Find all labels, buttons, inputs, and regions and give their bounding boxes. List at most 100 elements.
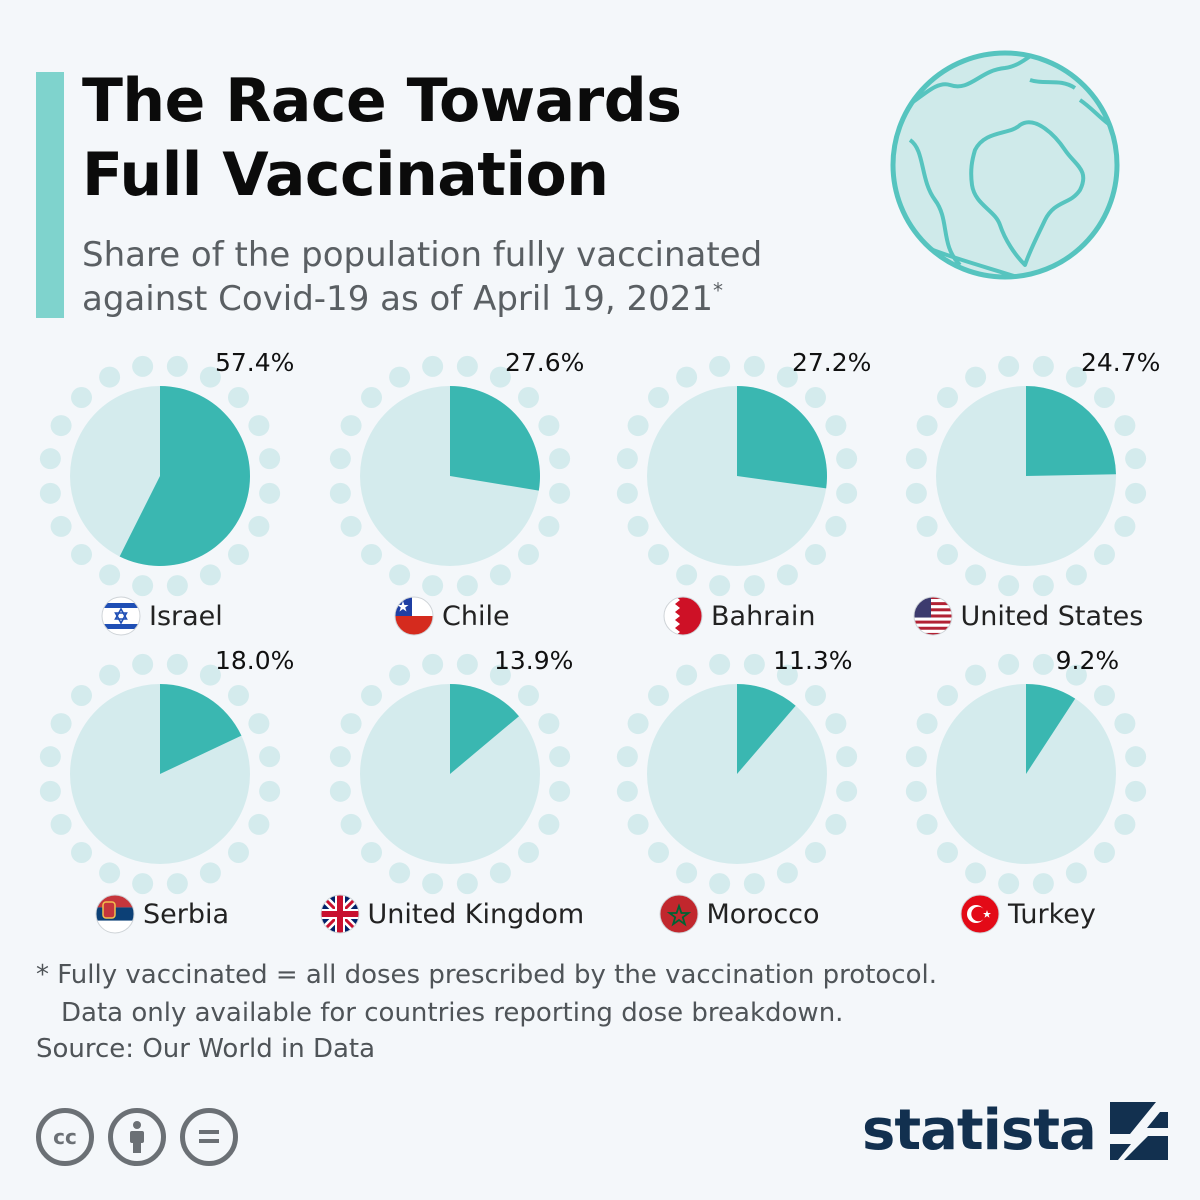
country-name-israel: Israel bbox=[149, 600, 223, 632]
virus-spike-dot bbox=[776, 664, 798, 686]
virus-spike-dot bbox=[836, 482, 858, 504]
pie-chart-united-kingdom bbox=[329, 653, 571, 895]
virus-spike-dot bbox=[743, 355, 765, 377]
cc-icon[interactable]: cc bbox=[36, 1108, 94, 1166]
virus-spike-dot bbox=[50, 713, 72, 735]
virus-spike-dot bbox=[227, 685, 249, 707]
virus-spike-dot bbox=[39, 780, 61, 802]
country-name-chile: Chile bbox=[442, 600, 510, 632]
virus-spike-dot bbox=[905, 448, 927, 470]
virus-spike-dot bbox=[905, 482, 927, 504]
attribution-icon[interactable] bbox=[108, 1108, 166, 1166]
virus-spike-dot bbox=[916, 813, 938, 835]
virus-spike-dot bbox=[456, 355, 478, 377]
pie-slice-united-states bbox=[1026, 386, 1116, 476]
virus-spike-dot bbox=[937, 685, 959, 707]
chart-subtitle: Share of the population fully vaccinated… bbox=[82, 233, 842, 321]
virus-spike-dot bbox=[166, 873, 188, 895]
value-label-bahrain: 27.2% bbox=[792, 348, 872, 377]
virus-spike-dot bbox=[1065, 564, 1087, 586]
virus-spike-dot bbox=[965, 366, 987, 388]
virus-spike-dot bbox=[836, 448, 858, 470]
country-label-morocco: Morocco bbox=[659, 894, 820, 934]
virus-spike-dot bbox=[389, 564, 411, 586]
virus-spike-dot bbox=[905, 780, 927, 802]
statista-logo[interactable]: statista bbox=[862, 1098, 1168, 1163]
brand-name: statista bbox=[862, 1098, 1097, 1163]
virus-spike-dot bbox=[39, 448, 61, 470]
virus-spike-dot bbox=[549, 448, 571, 470]
virus-spike-dot bbox=[227, 543, 249, 565]
virus-spike-dot bbox=[676, 862, 698, 884]
virus-spike-dot bbox=[1125, 746, 1147, 768]
virus-spike-dot bbox=[389, 366, 411, 388]
virus-spike-dot bbox=[743, 873, 765, 895]
virus-spike-dot bbox=[1032, 355, 1054, 377]
virus-spike-dot bbox=[905, 746, 927, 768]
virus-spike-dot bbox=[998, 355, 1020, 377]
virus-spike-dot bbox=[248, 713, 270, 735]
virus-spike-dot bbox=[627, 515, 649, 537]
chart-item-chile: 27.6% Chile bbox=[290, 320, 590, 636]
virus-spike-dot bbox=[616, 482, 638, 504]
chart-item-bahrain: 27.2% Bahrain bbox=[577, 320, 877, 636]
chart-item-israel: 57.4% Israel bbox=[0, 320, 300, 636]
virus-spike-dot bbox=[836, 780, 858, 802]
virus-spike-dot bbox=[776, 564, 798, 586]
virus-spike-dot bbox=[916, 415, 938, 437]
value-label-turkey: 9.2% bbox=[1055, 646, 1120, 675]
bahrain-flag-icon bbox=[663, 596, 703, 636]
virus-spike-dot bbox=[340, 713, 362, 735]
virus-spike-dot bbox=[937, 841, 959, 863]
virus-spike-dot bbox=[1032, 873, 1054, 895]
virus-spike-dot bbox=[456, 873, 478, 895]
subtitle-line-2: against Covid-19 as of April 19, 2021 bbox=[82, 279, 713, 319]
virus-spike-dot bbox=[99, 664, 121, 686]
footnote-line-2: Data only available for countries report… bbox=[61, 998, 844, 1028]
virus-spike-dot bbox=[456, 653, 478, 675]
virus-spike-dot bbox=[804, 387, 826, 409]
united-kingdom-flag-icon bbox=[320, 894, 360, 934]
country-name-serbia: Serbia bbox=[143, 898, 230, 930]
virus-spike-dot bbox=[627, 813, 649, 835]
virus-spike-dot bbox=[627, 713, 649, 735]
virus-spike-dot bbox=[422, 575, 444, 597]
virus-spike-dot bbox=[50, 813, 72, 835]
virus-spike-dot bbox=[259, 746, 281, 768]
virus-spike-dot bbox=[965, 664, 987, 686]
virus-spike-dot bbox=[489, 664, 511, 686]
pie-chart-serbia bbox=[39, 653, 281, 895]
virus-spike-dot bbox=[199, 366, 221, 388]
virus-spike-dot bbox=[248, 415, 270, 437]
virus-spike-dot bbox=[99, 862, 121, 884]
virus-spike-dot bbox=[329, 746, 351, 768]
virus-spike-dot bbox=[39, 482, 61, 504]
virus-spike-dot bbox=[616, 746, 638, 768]
country-name-bahrain: Bahrain bbox=[711, 600, 816, 632]
israel-flag-icon bbox=[101, 596, 141, 636]
virus-spike-dot bbox=[825, 515, 847, 537]
virus-spike-dot bbox=[1093, 387, 1115, 409]
value-label-israel: 57.4% bbox=[215, 348, 295, 377]
virus-spike-dot bbox=[389, 862, 411, 884]
svg-text:cc: cc bbox=[53, 1125, 77, 1149]
country-label-chile: Chile bbox=[394, 596, 510, 636]
virus-spike-dot bbox=[804, 685, 826, 707]
virus-spike-dot bbox=[998, 873, 1020, 895]
virus-spike-dot bbox=[825, 813, 847, 835]
chart-item-united-states: 24.7% United States bbox=[866, 320, 1166, 636]
country-label-serbia: Serbia bbox=[95, 894, 229, 934]
virus-spike-dot bbox=[329, 780, 351, 802]
virus-spike-dot bbox=[489, 366, 511, 388]
country-name-united-states: United States bbox=[960, 600, 1144, 632]
virus-spike-dot bbox=[71, 543, 93, 565]
chart-item-serbia: 18.0% Serbia bbox=[0, 618, 300, 934]
value-label-morocco: 11.3% bbox=[773, 646, 853, 675]
virus-spike-dot bbox=[340, 415, 362, 437]
virus-spike-dot bbox=[489, 862, 511, 884]
no-derivatives-icon[interactable] bbox=[180, 1108, 238, 1166]
virus-spike-dot bbox=[825, 713, 847, 735]
pie-slice-turkey bbox=[1026, 684, 1076, 774]
virus-spike-dot bbox=[340, 813, 362, 835]
